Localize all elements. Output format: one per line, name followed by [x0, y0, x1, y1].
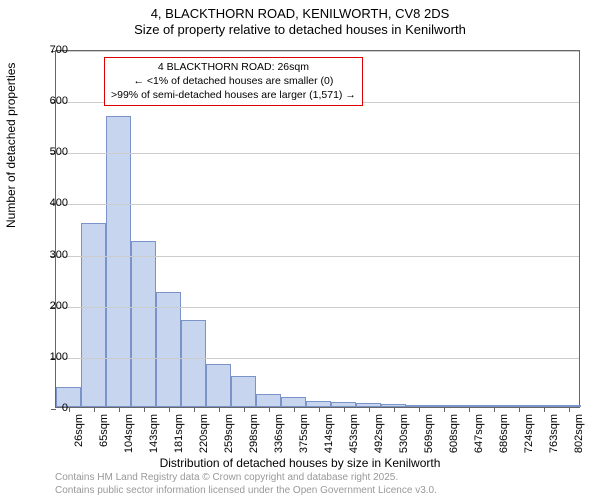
bar	[231, 376, 256, 407]
x-tick-mark	[219, 407, 220, 412]
x-tick-label: 336sqm	[273, 414, 285, 459]
x-tick-mark	[194, 407, 195, 412]
y-tick-label: 400	[38, 197, 68, 209]
x-tick-mark	[144, 407, 145, 412]
x-tick-label: 298sqm	[248, 414, 260, 459]
x-axis-label: Distribution of detached houses by size …	[0, 456, 600, 470]
footer: Contains HM Land Registry data © Crown c…	[55, 471, 437, 497]
x-tick-mark	[69, 407, 70, 412]
x-tick-mark	[519, 407, 520, 412]
x-tick-label: 453sqm	[348, 414, 360, 459]
x-tick-mark	[419, 407, 420, 412]
x-tick-label: 608sqm	[448, 414, 460, 459]
x-tick-label: 65sqm	[98, 414, 110, 459]
y-tick-label: 600	[38, 95, 68, 107]
x-tick-label: 375sqm	[298, 414, 310, 459]
y-tick-label: 200	[38, 300, 68, 312]
x-tick-label: 569sqm	[423, 414, 435, 459]
grid-line	[56, 51, 579, 52]
footer-line-1: Contains HM Land Registry data © Crown c…	[55, 471, 437, 484]
x-tick-label: 220sqm	[198, 414, 210, 459]
y-axis-label: Number of detached properties	[4, 63, 18, 228]
x-tick-mark	[569, 407, 570, 412]
x-tick-mark	[94, 407, 95, 412]
x-tick-label: 181sqm	[173, 414, 185, 459]
footer-line-2: Contains public sector information licen…	[55, 484, 437, 497]
x-tick-label: 104sqm	[123, 414, 135, 459]
plot-area: 4 BLACKTHORN ROAD: 26sqm ← <1% of detach…	[55, 50, 580, 408]
x-tick-mark	[269, 407, 270, 412]
x-tick-mark	[244, 407, 245, 412]
x-tick-label: 763sqm	[548, 414, 560, 459]
bar	[156, 292, 181, 407]
annotation-box: 4 BLACKTHORN ROAD: 26sqm ← <1% of detach…	[104, 57, 363, 106]
x-tick-mark	[319, 407, 320, 412]
title-line-1: 4, BLACKTHORN ROAD, KENILWORTH, CV8 2DS	[0, 6, 600, 21]
y-tick-label: 500	[38, 146, 68, 158]
x-tick-mark	[544, 407, 545, 412]
x-tick-mark	[294, 407, 295, 412]
x-tick-mark	[394, 407, 395, 412]
x-tick-mark	[494, 407, 495, 412]
x-tick-label: 143sqm	[148, 414, 160, 459]
x-tick-label: 492sqm	[373, 414, 385, 459]
grid-line	[56, 204, 579, 205]
grid-line	[56, 153, 579, 154]
grid-line	[56, 256, 579, 257]
bar	[131, 241, 156, 407]
grid-line	[56, 307, 579, 308]
bar	[256, 394, 281, 407]
bar	[281, 397, 306, 407]
x-tick-label: 802sqm	[573, 414, 585, 459]
x-tick-mark	[119, 407, 120, 412]
x-tick-mark	[169, 407, 170, 412]
x-tick-label: 530sqm	[398, 414, 410, 459]
bar	[181, 320, 206, 407]
y-tick-label: 300	[38, 249, 68, 261]
title-line-2: Size of property relative to detached ho…	[0, 22, 600, 37]
bar	[81, 223, 106, 407]
y-tick-label: 0	[38, 402, 68, 414]
grid-line	[56, 358, 579, 359]
x-tick-label: 686sqm	[498, 414, 510, 459]
annotation-line-1: 4 BLACKTHORN ROAD: 26sqm	[111, 60, 356, 74]
bar	[106, 116, 131, 408]
chart-title: 4, BLACKTHORN ROAD, KENILWORTH, CV8 2DS …	[0, 0, 600, 37]
x-tick-mark	[444, 407, 445, 412]
y-tick-label: 700	[38, 44, 68, 56]
x-tick-mark	[344, 407, 345, 412]
annotation-line-3: >99% of semi-detached houses are larger …	[111, 88, 356, 102]
x-tick-label: 26sqm	[73, 414, 85, 459]
x-tick-mark	[369, 407, 370, 412]
y-tick-label: 100	[38, 351, 68, 363]
x-tick-label: 259sqm	[223, 414, 235, 459]
bar	[206, 364, 231, 407]
x-tick-label: 647sqm	[473, 414, 485, 459]
x-tick-label: 724sqm	[523, 414, 535, 459]
x-tick-label: 414sqm	[323, 414, 335, 459]
annotation-line-2: ← <1% of detached houses are smaller (0)	[111, 74, 356, 88]
x-tick-mark	[469, 407, 470, 412]
